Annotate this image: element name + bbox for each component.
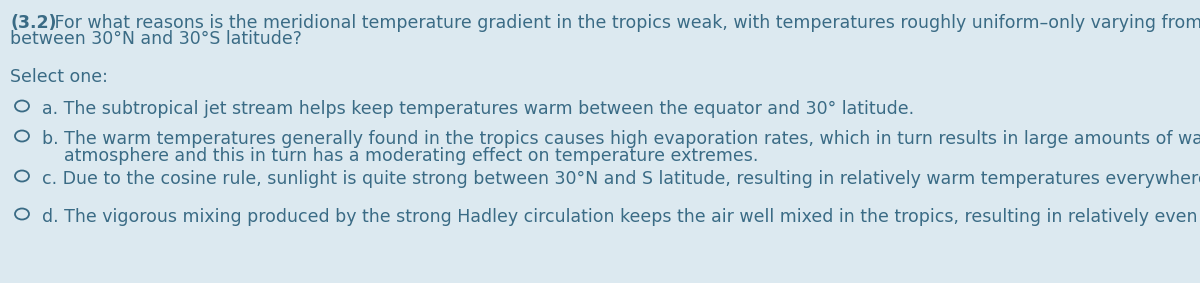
- Text: c. Due to the cosine rule, sunlight is quite strong between 30°N and S latitude,: c. Due to the cosine rule, sunlight is q…: [42, 170, 1200, 188]
- Text: atmosphere and this in turn has a moderating effect on temperature extremes.: atmosphere and this in turn has a modera…: [42, 147, 758, 165]
- Text: d. The vigorous mixing produced by the strong Hadley circulation keeps the air w: d. The vigorous mixing produced by the s…: [42, 208, 1200, 226]
- Text: b. The warm temperatures generally found in the tropics causes high evaporation : b. The warm temperatures generally found…: [42, 130, 1200, 148]
- Text: (3.2): (3.2): [10, 14, 56, 32]
- Text: between 30°N and 30°S latitude?: between 30°N and 30°S latitude?: [10, 30, 302, 48]
- Text: Select one:: Select one:: [10, 68, 108, 86]
- Text: a. The subtropical jet stream helps keep temperatures warm between the equator a: a. The subtropical jet stream helps keep…: [42, 100, 914, 118]
- Text: For what reasons is the meridional temperature gradient in the tropics weak, wit: For what reasons is the meridional tempe…: [49, 14, 1200, 32]
